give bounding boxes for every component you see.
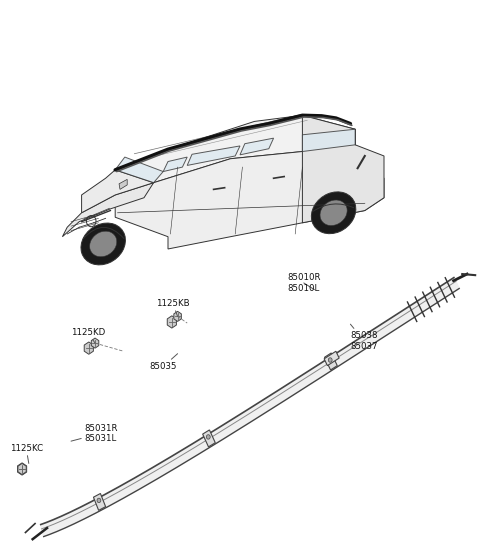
Circle shape: [328, 358, 332, 362]
Text: 85035: 85035: [149, 354, 178, 371]
FancyArrowPatch shape: [84, 227, 124, 238]
Polygon shape: [324, 351, 339, 365]
Polygon shape: [84, 342, 94, 354]
Polygon shape: [18, 463, 26, 475]
Polygon shape: [203, 430, 216, 447]
Polygon shape: [119, 179, 127, 189]
Text: 85038
85037: 85038 85037: [350, 324, 378, 350]
Ellipse shape: [312, 192, 356, 234]
Polygon shape: [302, 115, 384, 223]
Text: 85010R
85010L: 85010R 85010L: [287, 273, 321, 292]
Polygon shape: [40, 277, 460, 537]
Polygon shape: [302, 129, 355, 152]
Text: 85031R
85031L: 85031R 85031L: [71, 424, 118, 443]
Circle shape: [206, 434, 210, 439]
Polygon shape: [167, 316, 177, 328]
Polygon shape: [174, 311, 181, 321]
Polygon shape: [94, 494, 106, 510]
Polygon shape: [62, 183, 154, 237]
Polygon shape: [115, 157, 163, 183]
Polygon shape: [115, 129, 384, 249]
Polygon shape: [82, 170, 154, 213]
FancyArrowPatch shape: [313, 204, 354, 211]
Polygon shape: [17, 463, 27, 475]
Polygon shape: [91, 338, 99, 348]
Polygon shape: [115, 115, 355, 183]
Ellipse shape: [320, 200, 347, 226]
Polygon shape: [163, 157, 187, 172]
Text: 1125KD: 1125KD: [71, 328, 105, 343]
Text: 1125KC: 1125KC: [10, 444, 43, 463]
Text: 1125KB: 1125KB: [156, 299, 190, 316]
Polygon shape: [187, 146, 240, 165]
Polygon shape: [324, 353, 337, 370]
Ellipse shape: [81, 223, 125, 265]
Polygon shape: [240, 138, 274, 155]
Circle shape: [97, 498, 101, 502]
Ellipse shape: [90, 231, 117, 257]
